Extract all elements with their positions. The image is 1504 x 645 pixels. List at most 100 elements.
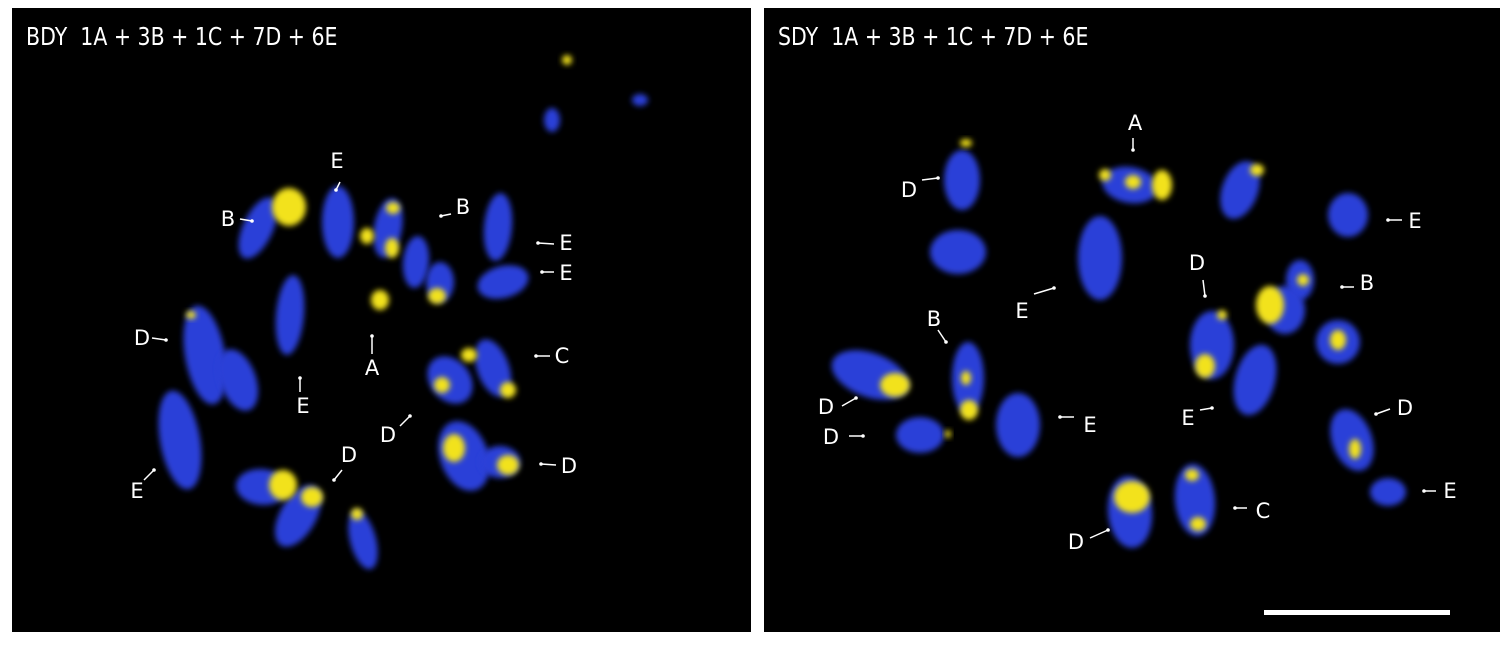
chromosome-label: E <box>559 261 572 285</box>
chromosome <box>1370 478 1406 506</box>
chromosome-label: E <box>1408 209 1421 233</box>
arrow-head <box>250 219 254 223</box>
chromosome <box>1174 464 1216 536</box>
arrow-head <box>439 214 443 218</box>
chromosome-label: D <box>901 178 917 202</box>
chromosome <box>477 265 529 299</box>
pointer-arrow <box>1375 408 1391 415</box>
chromosome <box>930 230 986 274</box>
pointer-arrow <box>1089 529 1109 539</box>
chromosome-label: B <box>221 207 235 231</box>
pointer-arrow <box>239 218 253 222</box>
chromosome-label: E <box>330 149 343 173</box>
fluorescent-signal <box>562 55 572 65</box>
arrow-head <box>540 270 544 274</box>
arrow-head <box>408 414 412 418</box>
chromosome-label: D <box>380 423 396 447</box>
chromosome <box>217 349 259 411</box>
chromosome-label: B <box>927 307 941 331</box>
fluorescent-signal <box>1195 354 1215 378</box>
pointer-arrow <box>537 242 555 245</box>
fluorescent-signal <box>1349 439 1361 459</box>
chromosome <box>1233 344 1277 416</box>
arrow-head <box>536 241 540 245</box>
chromosome-label: D <box>561 454 577 478</box>
fluorescent-signal <box>1125 175 1141 189</box>
chromosome-label: E <box>296 394 309 418</box>
chromosome <box>158 390 202 490</box>
fluorescent-signal <box>269 470 297 500</box>
chromosome <box>1078 216 1122 300</box>
arrow-head <box>1203 294 1207 298</box>
chromosome <box>632 94 648 106</box>
arrow-head <box>370 334 374 338</box>
fluorescent-signal <box>428 288 446 304</box>
arrow-head <box>298 376 302 380</box>
pointer-arrow <box>1199 407 1213 411</box>
chromosome-label: E <box>559 231 572 255</box>
chromosome <box>275 275 305 355</box>
fluorescent-signal <box>272 188 306 226</box>
pointer-arrow <box>333 469 343 481</box>
chromosome-label: D <box>1068 530 1084 554</box>
fluorescent-signal <box>1152 170 1172 200</box>
chromosome-label: E <box>130 479 143 503</box>
chromosome-label: E <box>1181 406 1194 430</box>
chromosome-label: D <box>134 326 150 350</box>
arrow-head <box>936 176 940 180</box>
chromosome <box>483 193 513 261</box>
pointer-arrow <box>921 177 939 181</box>
fluorescent-signal <box>960 400 978 420</box>
chromosome-label: E <box>1083 413 1096 437</box>
fluorescent-signal <box>1297 274 1309 286</box>
arrow-head <box>861 434 865 438</box>
fluorescent-signal <box>461 348 477 362</box>
fluorescent-signal <box>1099 169 1111 181</box>
chromosome <box>944 150 980 210</box>
fluorescent-signal <box>351 508 363 520</box>
arrow-head <box>1210 406 1214 410</box>
fluorescent-signal <box>1217 310 1227 320</box>
chromosome-label: D <box>818 395 834 419</box>
arrow-head <box>334 188 338 192</box>
chromosome <box>238 197 278 259</box>
pointer-arrow <box>399 415 411 427</box>
chromosome-label: D <box>823 425 839 449</box>
arrow-head <box>1052 286 1056 290</box>
fluorescent-signal <box>1114 481 1150 513</box>
arrow-head <box>332 478 336 482</box>
scale-bar <box>1264 610 1450 615</box>
chromosome-label: E <box>1015 299 1028 323</box>
arrow-head <box>539 462 543 466</box>
chromosome <box>1330 409 1374 471</box>
arrow-head <box>1374 412 1378 416</box>
arrow-head <box>1058 415 1062 419</box>
fluorescent-signal <box>301 487 323 507</box>
pointer-arrow <box>151 337 167 341</box>
fluorescent-signal <box>497 455 519 475</box>
arrow-head <box>1422 489 1426 493</box>
pointer-arrow <box>540 463 557 466</box>
pointer-arrow <box>841 397 857 407</box>
chromosome <box>402 236 430 288</box>
fluorescent-signal <box>1256 286 1284 324</box>
chromosome <box>348 510 378 570</box>
fluorescent-signal <box>443 434 465 462</box>
pointer-arrow <box>143 469 155 481</box>
chromosome-label: D <box>1397 396 1413 420</box>
fluorescent-signal <box>1250 164 1264 176</box>
fluorescent-signal <box>1330 330 1346 350</box>
chromosome <box>544 108 560 132</box>
chromosome-label: D <box>341 443 357 467</box>
chromosome <box>896 417 944 453</box>
chromosome-label: B <box>456 195 470 219</box>
chromosome <box>1220 161 1260 219</box>
fluorescent-signal <box>386 202 400 214</box>
chromosome <box>996 393 1040 457</box>
chromosome <box>183 305 227 405</box>
pointer-arrow <box>937 329 947 343</box>
